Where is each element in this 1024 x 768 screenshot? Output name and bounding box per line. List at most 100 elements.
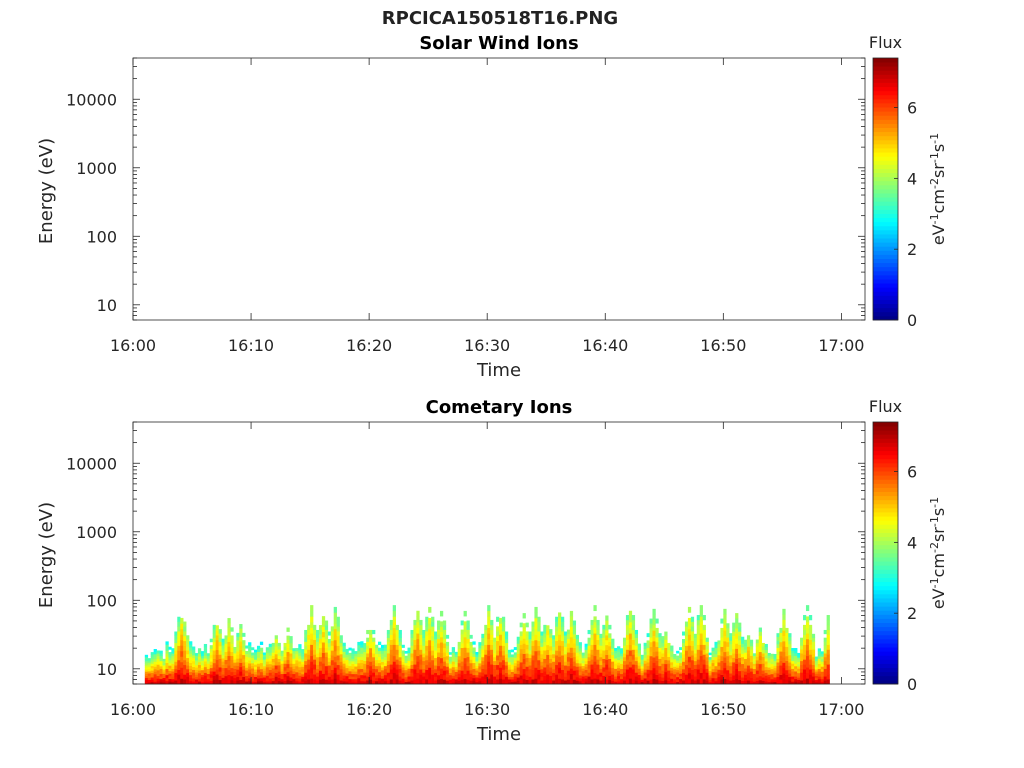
flux-cell xyxy=(360,674,364,679)
flux-cell xyxy=(366,645,370,650)
flux-cell xyxy=(658,647,662,652)
flux-cell xyxy=(192,663,196,667)
flux-cell xyxy=(262,654,267,658)
flux-cell xyxy=(555,621,559,627)
flux-cell xyxy=(746,650,751,655)
flux-cell xyxy=(318,647,323,653)
colorbar-segment xyxy=(873,119,898,124)
x-tick-label: 16:50 xyxy=(700,700,746,719)
flux-cell xyxy=(487,678,491,685)
flux-cell xyxy=(758,643,762,649)
flux-cell xyxy=(640,663,644,667)
flux-cell xyxy=(791,660,795,664)
flux-cell xyxy=(640,661,644,665)
flux-cell xyxy=(386,645,391,650)
flux-cell xyxy=(445,648,450,653)
flux-cell xyxy=(192,666,196,670)
flux-cell xyxy=(274,672,278,677)
flux-cell xyxy=(324,620,329,626)
colorbar-segment xyxy=(873,127,898,133)
flux-cell xyxy=(569,663,574,669)
flux-cell xyxy=(304,649,308,654)
flux-cell xyxy=(410,641,414,646)
colorbar-title: Flux xyxy=(869,33,902,52)
flux-cell xyxy=(593,672,597,679)
flux-cell xyxy=(168,646,172,650)
flux-cell xyxy=(212,650,216,655)
flux-cell xyxy=(339,657,343,662)
flux-cell xyxy=(808,664,813,670)
flux-cell xyxy=(528,650,532,655)
flux-cell xyxy=(304,641,308,646)
flux-cell xyxy=(153,674,157,677)
flux-cell xyxy=(522,623,526,629)
flux-cell xyxy=(248,672,252,676)
flux-cell xyxy=(203,646,208,650)
colorbar-segment xyxy=(873,274,898,280)
flux-cell xyxy=(183,650,187,656)
flux-cell xyxy=(457,676,461,681)
flux-cell xyxy=(602,679,606,685)
flux-cell xyxy=(717,651,721,656)
flux-cell xyxy=(236,676,240,681)
flux-cell xyxy=(410,637,414,642)
flux-cell xyxy=(794,663,798,667)
flux-cell xyxy=(555,616,559,622)
flux-cell xyxy=(245,662,249,666)
flux-cell xyxy=(676,674,680,678)
flux-cell xyxy=(590,669,594,675)
flux-cell xyxy=(425,645,429,651)
flux-cell xyxy=(177,669,181,675)
flux-cell xyxy=(596,619,600,626)
flux-cell xyxy=(525,622,529,628)
flux-cell xyxy=(321,642,326,648)
flux-cell xyxy=(153,671,157,675)
flux-cell xyxy=(658,676,662,681)
flux-cell xyxy=(442,620,447,626)
flux-cell xyxy=(794,666,798,669)
flux-cell xyxy=(628,650,633,657)
flux-cell xyxy=(558,645,562,652)
flux-cell xyxy=(375,671,379,676)
flux-cell xyxy=(342,672,346,676)
flux-cell xyxy=(670,659,674,663)
flux-cell xyxy=(519,648,523,654)
flux-cell xyxy=(144,673,149,676)
flux-cell xyxy=(383,662,388,667)
flux-cell xyxy=(183,674,187,680)
flux-cell xyxy=(723,635,727,642)
flux-cell xyxy=(558,617,562,624)
flux-cell xyxy=(280,681,284,685)
flux-cell xyxy=(631,624,636,631)
flux-cell xyxy=(776,662,780,667)
flux-cell xyxy=(764,663,768,668)
flux-cell xyxy=(761,653,765,657)
flux-cell xyxy=(342,648,346,652)
flux-cell xyxy=(622,668,627,673)
flux-cell xyxy=(779,637,783,643)
flux-cell xyxy=(611,667,615,672)
flux-cell xyxy=(327,680,332,685)
flux-cell xyxy=(738,648,742,654)
flux-cell xyxy=(245,653,249,657)
flux-cell xyxy=(752,676,757,680)
flux-cell xyxy=(318,638,323,644)
flux-cell xyxy=(720,632,724,638)
flux-cell xyxy=(363,681,367,685)
flux-cell xyxy=(224,647,228,652)
flux-cell xyxy=(788,640,792,645)
flux-cell xyxy=(569,616,574,622)
flux-cell xyxy=(687,678,692,685)
flux-cell xyxy=(212,624,216,630)
flux-cell xyxy=(764,678,768,682)
flux-cell xyxy=(679,668,683,672)
flux-cell xyxy=(304,672,308,677)
flux-cell xyxy=(572,634,577,639)
flux-cell xyxy=(410,664,414,669)
flux-cell xyxy=(283,646,287,651)
flux-cell xyxy=(197,650,202,655)
flux-cell xyxy=(451,666,456,671)
flux-cell xyxy=(147,673,152,676)
flux-cell xyxy=(419,669,423,675)
